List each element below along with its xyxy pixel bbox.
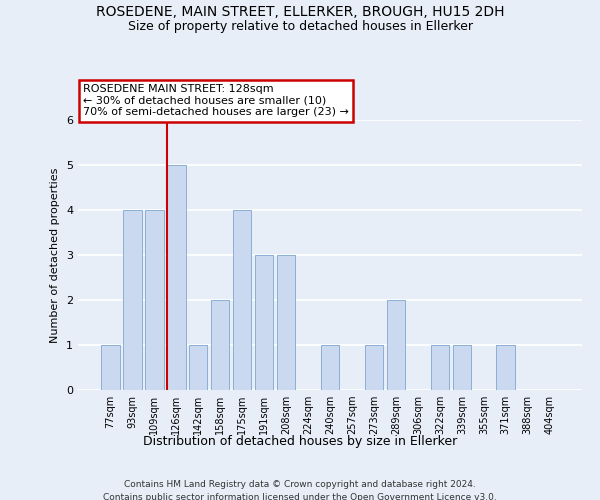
Bar: [233, 210, 251, 390]
Bar: [211, 300, 229, 390]
Bar: [452, 345, 471, 390]
Bar: [189, 345, 208, 390]
Bar: [496, 345, 515, 390]
Text: ROSEDENE, MAIN STREET, ELLERKER, BROUGH, HU15 2DH: ROSEDENE, MAIN STREET, ELLERKER, BROUGH,…: [96, 5, 504, 19]
Bar: [101, 345, 119, 390]
Bar: [277, 255, 295, 390]
Text: Contains public sector information licensed under the Open Government Licence v3: Contains public sector information licen…: [103, 492, 497, 500]
Bar: [167, 165, 185, 390]
Y-axis label: Number of detached properties: Number of detached properties: [50, 168, 61, 342]
Bar: [365, 345, 383, 390]
Bar: [386, 300, 405, 390]
Text: Distribution of detached houses by size in Ellerker: Distribution of detached houses by size …: [143, 435, 457, 448]
Bar: [255, 255, 274, 390]
Text: Size of property relative to detached houses in Ellerker: Size of property relative to detached ho…: [128, 20, 473, 33]
Bar: [145, 210, 164, 390]
Text: Contains HM Land Registry data © Crown copyright and database right 2024.: Contains HM Land Registry data © Crown c…: [124, 480, 476, 489]
Bar: [123, 210, 142, 390]
Text: ROSEDENE MAIN STREET: 128sqm
← 30% of detached houses are smaller (10)
70% of se: ROSEDENE MAIN STREET: 128sqm ← 30% of de…: [83, 84, 349, 117]
Bar: [320, 345, 340, 390]
Bar: [431, 345, 449, 390]
